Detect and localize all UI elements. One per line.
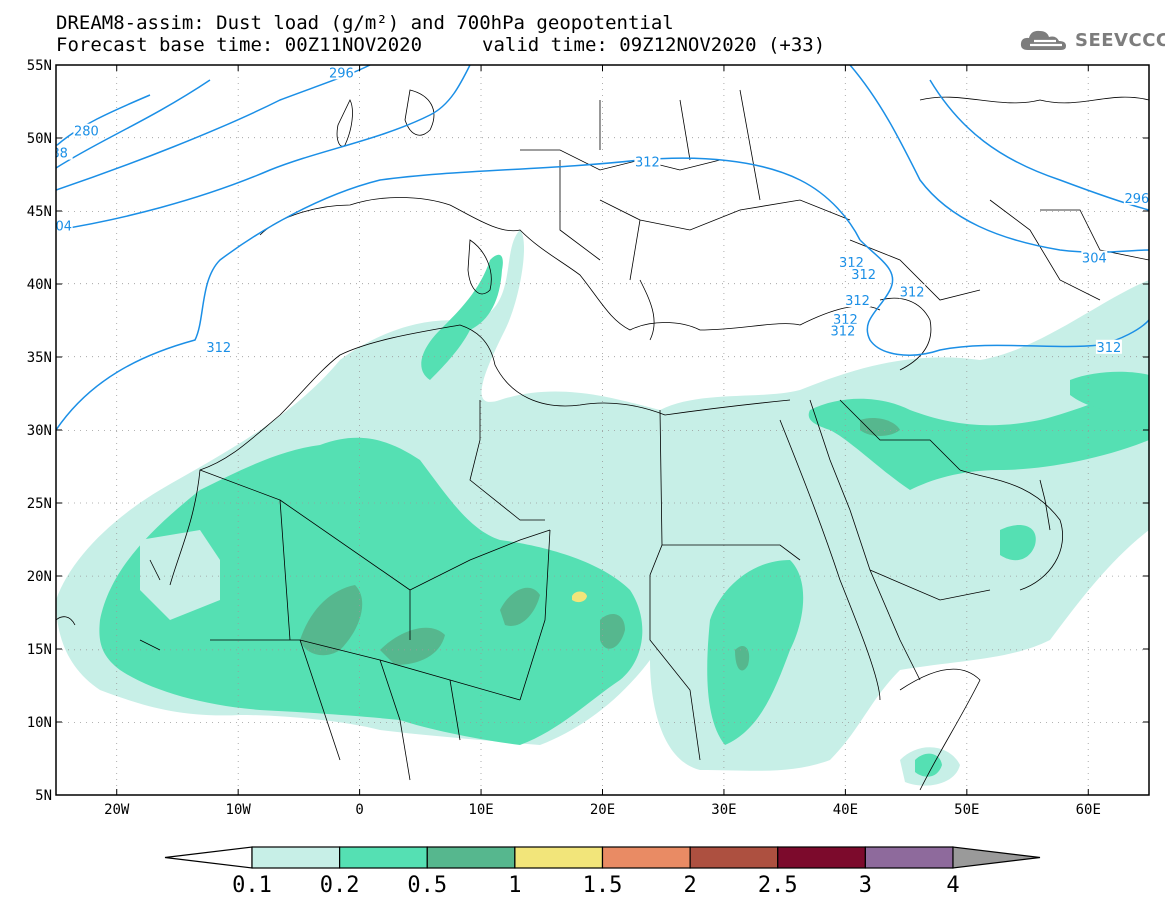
dust-field-peak xyxy=(572,591,587,603)
lon-label: 10W xyxy=(226,802,252,818)
contour-label-bg xyxy=(56,145,73,160)
colorbar-swatch xyxy=(514,846,604,869)
logo: SEEVCCC xyxy=(1018,26,1165,54)
colorbar-swatch xyxy=(426,846,516,869)
contour-label: 312 xyxy=(851,268,876,283)
colorbar-swatch xyxy=(864,846,954,869)
lat-label: 35N xyxy=(27,350,52,366)
contour-label-bg xyxy=(1081,250,1108,265)
contour-label-bg xyxy=(56,218,73,233)
colorbar-label: 1 xyxy=(508,873,521,898)
colorbar-label: 0.2 xyxy=(320,873,360,898)
contour-label-bg xyxy=(1123,190,1149,205)
dust-field-high xyxy=(300,418,900,671)
contour-label-bg xyxy=(850,266,877,281)
colorbar-label: 0.1 xyxy=(232,873,272,898)
contour-label-bg xyxy=(634,154,661,169)
longitude-labels: 20W 10W 0 10E 20E 30E 40E 50E 60E xyxy=(104,802,1101,818)
colorbar-label: 2 xyxy=(684,873,697,898)
latitude-labels: 55N 50N 45N 40N 35N 30N 25N 20N 15N 10N 5N xyxy=(27,58,52,804)
valid-time: valid time: 09Z12NOV2020 (+33) xyxy=(482,34,826,56)
lon-label: 0 xyxy=(355,802,363,818)
lat-label: 40N xyxy=(27,277,52,293)
geopotential-contours xyxy=(56,65,1149,431)
lon-label: 30E xyxy=(711,802,736,818)
lat-label: 5N xyxy=(35,788,52,804)
contour-label-bg xyxy=(899,284,926,299)
contour-label-bg xyxy=(328,65,355,80)
contour-label: 312 xyxy=(635,155,660,170)
axis-ticks xyxy=(56,64,1149,796)
lat-label: 50N xyxy=(27,131,52,147)
contour-label-bg xyxy=(1095,339,1122,354)
colorbar: 0.1 0.2 0.5 1 1.5 2 2.5 3 4 xyxy=(164,846,1041,898)
lat-label: 25N xyxy=(27,496,52,512)
colorbar-label: 4 xyxy=(946,873,959,898)
contour-label: 312 xyxy=(900,285,925,300)
colorbar-label: 0.5 xyxy=(407,873,447,898)
map-area: 2808829630431231231231231231231231231230… xyxy=(47,65,1149,795)
lon-label: 20E xyxy=(590,802,615,818)
lat-label: 30N xyxy=(27,423,52,439)
contour-label-bg xyxy=(838,255,865,270)
logo-text: SEEVCCC xyxy=(1075,29,1165,51)
colorbar-label: 2.5 xyxy=(758,873,798,898)
lat-label: 45N xyxy=(27,204,52,220)
colorbar-label: 1.5 xyxy=(583,873,623,898)
chart-title-line1: DREAM8-assim: Dust load (g/m²) and 700hP… xyxy=(56,12,674,34)
lon-label: 40E xyxy=(833,802,858,818)
forecast-base-time: Forecast base time: 00Z11NOV2020 xyxy=(56,34,423,56)
colorbar-swatch xyxy=(339,846,428,869)
contour-label-bg xyxy=(205,339,232,354)
colorbar-swatch xyxy=(689,846,779,869)
lat-label: 10N xyxy=(27,715,52,731)
contour-label: 312 xyxy=(831,325,856,340)
colorbar-max-arrow xyxy=(952,846,1041,869)
contour-label-bg xyxy=(73,123,100,138)
dust-field-medium xyxy=(99,254,1149,777)
cloud-icon xyxy=(1020,30,1066,50)
contour-label-bg xyxy=(832,312,859,327)
contour-label: 296 xyxy=(329,66,354,81)
contour-label: 312 xyxy=(845,294,870,309)
lat-label: 55N xyxy=(27,58,52,74)
colorbar-swatch xyxy=(777,846,866,869)
contour-label: 280 xyxy=(74,125,99,140)
lat-label: 20N xyxy=(27,569,52,585)
colorbar-swatch xyxy=(601,846,691,869)
lon-label: 60E xyxy=(1076,802,1101,818)
colorbar-swatch xyxy=(251,846,341,869)
lat-lon-grid xyxy=(56,65,1149,795)
country-borders xyxy=(56,89,1149,791)
lat-label: 15N xyxy=(27,642,52,658)
contour-label: 304 xyxy=(47,220,72,235)
contour-label: 88 xyxy=(51,147,68,162)
lon-label: 20W xyxy=(104,802,130,818)
colorbar-min-arrow xyxy=(164,846,253,869)
contour-label: 296 xyxy=(1124,192,1149,207)
contour-label: 312 xyxy=(206,341,231,356)
contour-label-bg xyxy=(844,293,871,308)
lon-label: 10E xyxy=(468,802,493,818)
contour-label-bg xyxy=(829,323,856,338)
colorbar-label: 3 xyxy=(859,873,872,898)
contour-labels: 2808829630431231231231231231231231231230… xyxy=(47,65,1149,356)
contour-label: 304 xyxy=(1082,252,1107,267)
lon-label: 50E xyxy=(954,802,979,818)
contour-label: 312 xyxy=(1097,341,1122,356)
